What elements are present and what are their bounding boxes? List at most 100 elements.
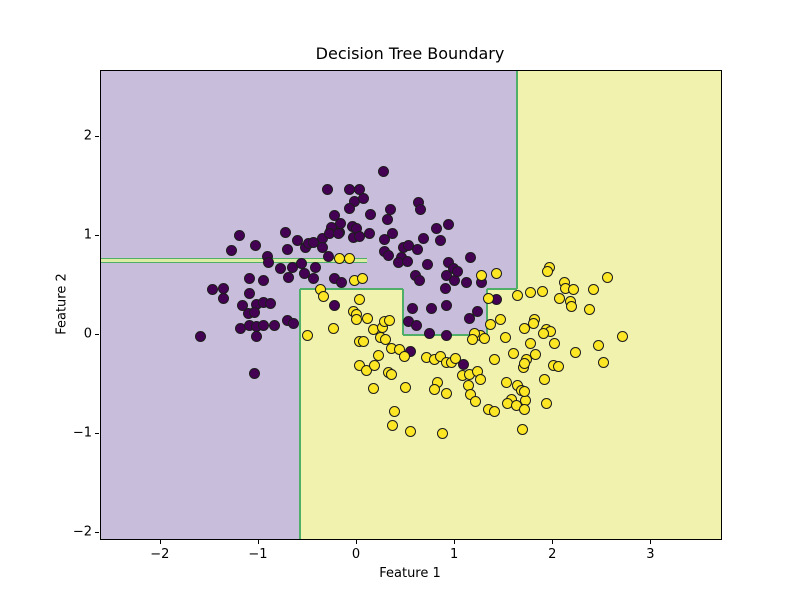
scatter-point-class1 [519,358,531,370]
boundary-horizontal-right [486,287,517,290]
scatter-point-class0 [401,256,413,268]
scatter-point-class0 [451,266,463,278]
scatter-point-class0 [412,243,424,255]
scatter-point-class1 [302,329,314,341]
boundary-horizontal-left [300,287,404,290]
scatter-point-class1 [388,405,400,417]
scatter-point-class0 [464,312,476,324]
scatter-point-class0 [407,302,419,314]
boundary-notch-right [485,288,488,336]
chart-title: Decision Tree Boundary [315,44,505,63]
x-tick-label: 0 [351,547,361,562]
scatter-point-class1 [467,333,479,345]
scatter-point-class1 [440,388,452,400]
scatter-point-class1 [429,384,441,396]
boundary-notch-left [402,288,405,336]
scatter-point-class0 [353,230,365,242]
scatter-point-class1 [597,357,609,369]
scatter-point-class1 [383,314,395,326]
scatter-point-class1 [362,312,374,324]
scatter-point-class0 [426,302,438,314]
scatter-point-class0 [282,272,294,284]
scatter-point-class0 [291,234,303,246]
scatter-point-class0 [317,241,329,253]
region-class1-right [516,71,721,539]
scatter-point-class1 [353,294,365,306]
scatter-point-class1 [361,365,373,377]
scatter-point-class1 [379,333,391,345]
scatter-point-class0 [243,273,255,285]
scatter-point-class1 [475,374,487,386]
scatter-point-class0 [379,233,390,245]
scatter-point-class0 [335,277,347,289]
scatter-point-class0 [381,213,393,225]
scatter-point-class0 [440,299,452,311]
scatter-point-class0 [194,330,206,342]
scatter-point-class1 [528,317,540,329]
scatter-point-class0 [265,298,277,310]
scatter-point-class1 [568,284,580,296]
scatter-point-class1 [601,272,613,284]
scatter-point-class1 [398,351,410,363]
plot-area [100,70,722,540]
x-tick-mark [454,540,456,544]
y-tick-label: 2 [83,128,92,144]
x-tick-mark [257,540,259,544]
scatter-point-class0 [258,275,270,287]
scatter-point-class0 [207,284,219,296]
x-tick-mark [356,540,358,544]
scatter-point-class1 [368,383,380,395]
scatter-point-class1 [519,386,531,398]
scatter-point-class0 [322,184,334,196]
scatter-point-class0 [343,203,355,215]
scatter-point-class0 [440,329,452,341]
x-tick-label: 3 [646,547,655,562]
scatter-point-class1 [617,330,629,342]
x-tick-mark [650,540,652,544]
scatter-point-class1 [488,354,500,366]
scatter-point-class1 [519,403,531,415]
scatter-point-class0 [461,277,473,289]
scatter-point-class0 [382,249,394,261]
scatter-point-class0 [225,244,237,256]
scatter-point-class0 [323,250,335,262]
scatter-point-class1 [484,318,496,330]
scatter-point-class0 [472,305,484,317]
scatter-point-class0 [364,227,376,239]
region-class1-strip [101,257,367,263]
scatter-point-class0 [281,243,293,255]
scatter-point-class0 [308,273,320,285]
scatter-point-class0 [422,259,434,271]
scatter-point-class1 [369,360,381,372]
scatter-point-class1 [399,382,411,394]
y-tick-label: 1 [83,227,92,243]
scatter-point-class0 [442,218,454,230]
x-tick-mark [552,540,554,544]
scatter-point-class1 [538,374,550,386]
scatter-point-class0 [431,222,442,234]
scatter-point-class0 [378,166,390,178]
x-tick-label: −2 [150,547,170,562]
scatter-point-class0 [358,193,370,205]
scatter-point-class1 [530,349,542,361]
scatter-point-class1 [479,332,491,344]
scatter-point-class0 [258,319,270,331]
scatter-point-class1 [552,361,564,373]
scatter-point-class0 [249,239,261,251]
scatter-point-class0 [424,327,436,339]
scatter-point-class0 [236,299,248,311]
scatter-point-class1 [385,369,397,381]
y-tick-label: −2 [72,524,92,540]
scatter-point-class1 [512,290,524,302]
scatter-point-class0 [248,368,260,380]
scatter-point-class0 [439,283,451,295]
scatter-point-class1 [587,284,599,296]
scatter-point-class1 [541,266,553,278]
scatter-point-class0 [250,330,262,342]
scatter-point-class0 [263,257,275,269]
y-tick-mark [95,433,99,435]
scatter-point-class1 [350,313,362,325]
scatter-point-class0 [287,317,299,329]
scatter-point-class1 [540,397,552,409]
